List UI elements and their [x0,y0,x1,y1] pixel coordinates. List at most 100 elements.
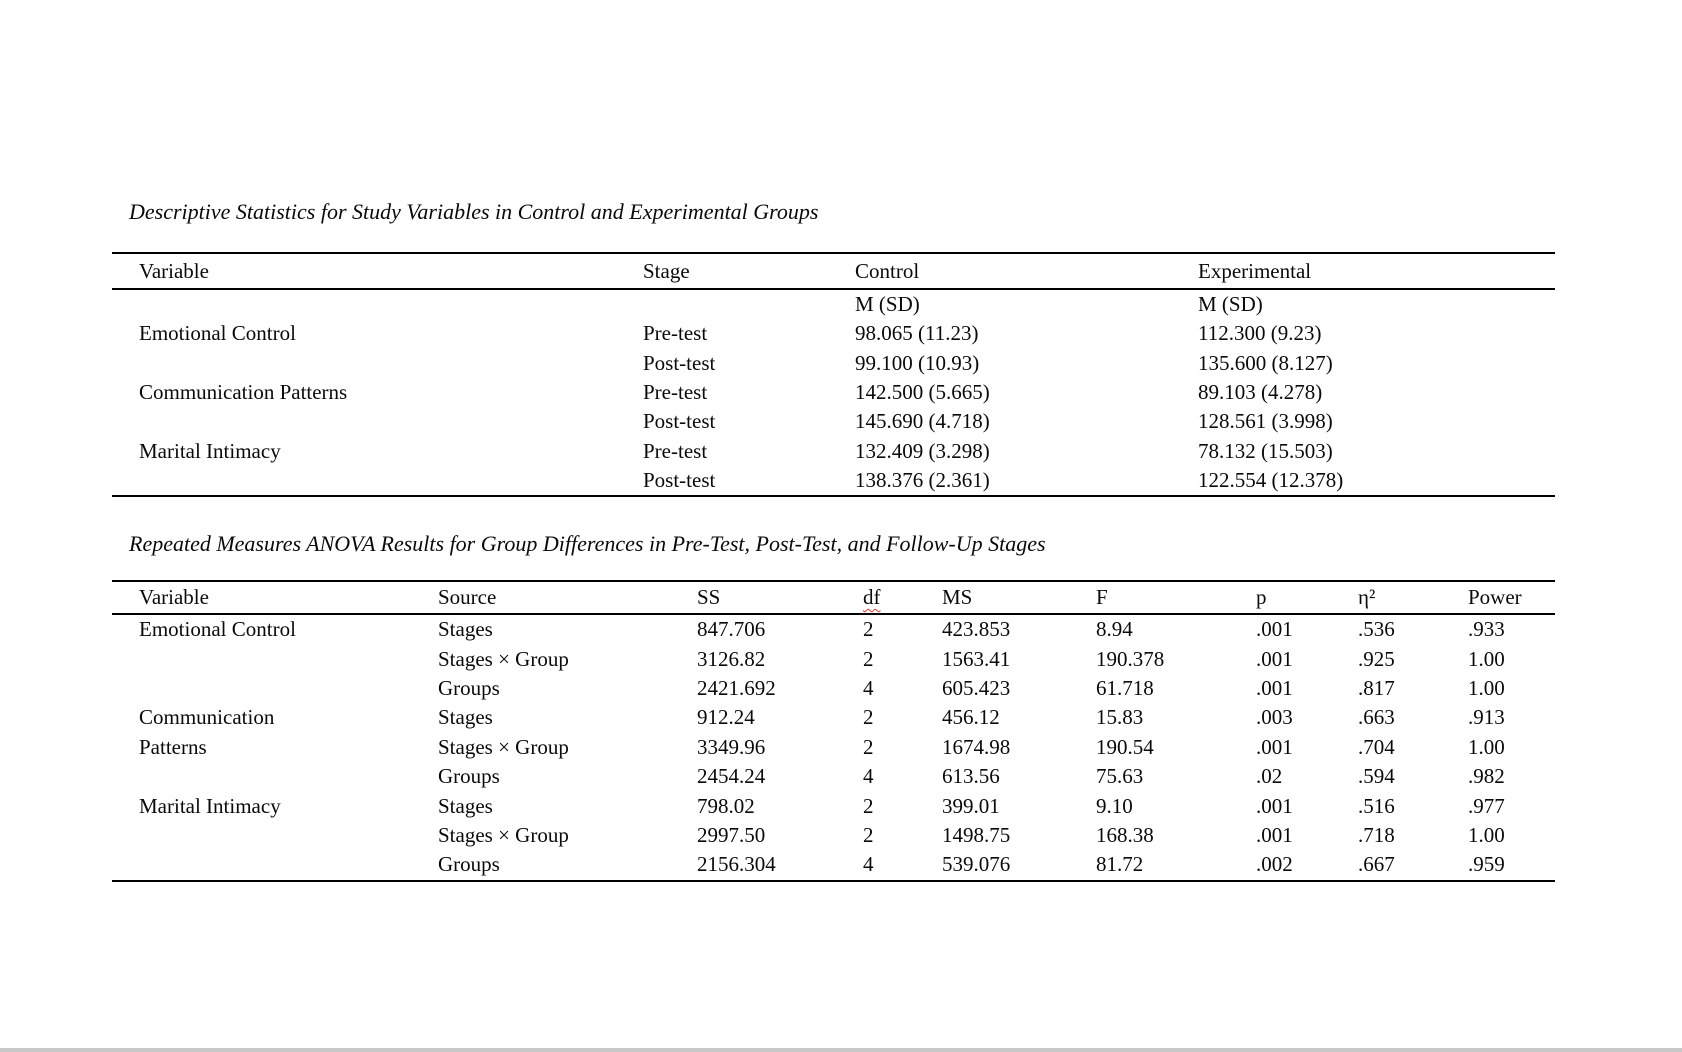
table-cell: 423.853 [942,617,1011,642]
table-cell: 122.554 (12.378) [1198,467,1344,492]
table-cell: 9.10 [1096,793,1133,818]
table2-body: Emotional Control Stages 847.706 2 423.853 8.… [112,615,1555,880]
table-cell: .977 [1468,793,1505,818]
table-cell: Stages [438,705,493,730]
table1-title: Descriptive Statistics for Study Variabl… [129,199,819,224]
table-row: Groups 2454.24 4 613.56 75.63 .02 .594 .982 [112,762,1555,791]
table-cell: 798.02 [697,793,755,818]
table-cell: M (SD) [1198,292,1263,317]
table-cell: Stages [438,793,493,818]
table-cell: 1.00 [1468,646,1505,671]
table-cell: Pre-test [643,321,708,346]
table-cell: 168.38 [1096,822,1154,847]
table-cell: .933 [1468,617,1505,642]
table-cell: .817 [1358,675,1395,700]
table-cell: 3349.96 [697,734,766,759]
table-cell: Pre-test [643,380,708,405]
table-cell: 399.01 [942,793,1000,818]
table-cell: 112.300 (9.23) [1198,321,1322,346]
table-cell: 847.706 [697,617,766,642]
page-bottom-edge [0,1048,1682,1052]
table-cell: 132.409 (3.298) [855,438,990,463]
column-header-eta-squared: η² [1358,585,1376,609]
table-cell: Groups [438,852,500,877]
table-cell: 81.72 [1096,852,1144,877]
table-cell: .001 [1256,646,1293,671]
table-row: Marital Intimacy Pre-test 132.409 (3.298) 7… [112,436,1555,465]
table-cell: .594 [1358,764,1395,789]
table-cell: 15.83 [1096,705,1144,730]
table-cell: .001 [1256,675,1293,700]
table-cell: Patterns [139,734,207,759]
table-cell: .925 [1358,646,1395,671]
column-header-ss: SS [697,585,721,609]
table-cell: Marital Intimacy [139,438,281,463]
table2-header-row: Variable Source SS df MS F p η² Power [112,582,1555,613]
table-cell: 2 [863,734,874,759]
table-cell: 2 [863,793,874,818]
table-cell: Pre-test [643,438,708,463]
table-cell: 613.56 [942,764,1000,789]
table-row: M (SD) M (SD) [112,290,1555,319]
table1-header-row: Variable Stage Control Experimental [112,254,1555,288]
table-cell: 98.065 (11.23) [855,321,979,346]
column-header-experimental: Experimental [1198,258,1312,283]
table-row: Post-test 145.690 (4.718) 128.561 (3.998) [112,407,1555,436]
table-cell: 128.561 (3.998) [1198,409,1333,434]
column-header-p: p [1256,585,1267,609]
table-cell: Emotional Control [139,321,296,346]
table-cell: 145.690 (4.718) [855,409,990,434]
table-cell: .002 [1256,852,1293,877]
table-cell: 4 [863,852,874,877]
table-cell: 2 [863,705,874,730]
table-cell: 1.00 [1468,675,1505,700]
table-cell: 2421.692 [697,675,776,700]
table-row: Marital Intimacy Stages 798.02 2 399.01 9.10.… [112,791,1555,820]
descriptive-statistics-table: Variable Stage Control Experimental M (S… [112,252,1555,498]
table-cell: 2156.304 [697,852,776,877]
table-cell: M (SD) [855,292,920,317]
table-cell: 2 [863,646,874,671]
table-cell: 2 [863,822,874,847]
table1-top-rule [112,252,1555,254]
table-cell: .003 [1256,705,1293,730]
table-cell: 2454.24 [697,764,766,789]
table-cell: 138.376 (2.361) [855,467,990,492]
table-cell: .516 [1358,793,1395,818]
table-cell: .001 [1256,734,1293,759]
table-row: Communication Patterns Pre-test 142.500 (5… [112,378,1555,407]
column-header-f: F [1096,585,1108,609]
table-cell: .704 [1358,734,1395,759]
table-row: Groups 2421.692 4 605.423 61.718 .001 .817 1.00 [112,674,1555,703]
table-cell: Stages × Group [438,734,569,759]
table-cell: .982 [1468,764,1505,789]
table-cell: 1.00 [1468,734,1505,759]
table-cell: Post-test [643,409,716,434]
table-cell: Emotional Control [139,617,296,642]
table-cell: 456.12 [942,705,1000,730]
table-cell: 1.00 [1468,822,1505,847]
table2-title: Repeated Measures ANOVA Results for Grou… [129,531,1046,556]
table-row: Groups 2156.304 4 539.076 81.72 .002 .667 .959 [112,850,1555,879]
column-header-variable: Variable [139,258,209,283]
table-cell: Communication [139,705,275,730]
table1-bottom-rule [112,495,1555,498]
column-header-ms: MS [942,585,973,609]
table-cell: 1498.75 [942,822,1011,847]
table-cell: 1563.41 [942,646,1011,671]
table-cell: .913 [1468,705,1505,730]
table-row: Post-test 99.100 (10.93) 135.600 (8.127) [112,349,1555,378]
table-cell: 1674.98 [942,734,1011,759]
table-cell: .663 [1358,705,1395,730]
table-cell: 75.63 [1096,764,1144,789]
table-cell: 2997.50 [697,822,766,847]
table-cell: 78.132 (15.503) [1198,438,1333,463]
table-cell: .718 [1358,822,1395,847]
table-cell: 4 [863,764,874,789]
table-cell: .959 [1468,852,1505,877]
column-header-control: Control [855,258,920,283]
table-row: Stages × Group 3126.82 2 1563.41 190.378 .001… [112,644,1555,673]
table-cell: 539.076 [942,852,1011,877]
table-cell: Groups [438,764,500,789]
table-cell: Communication Patterns [139,380,348,405]
